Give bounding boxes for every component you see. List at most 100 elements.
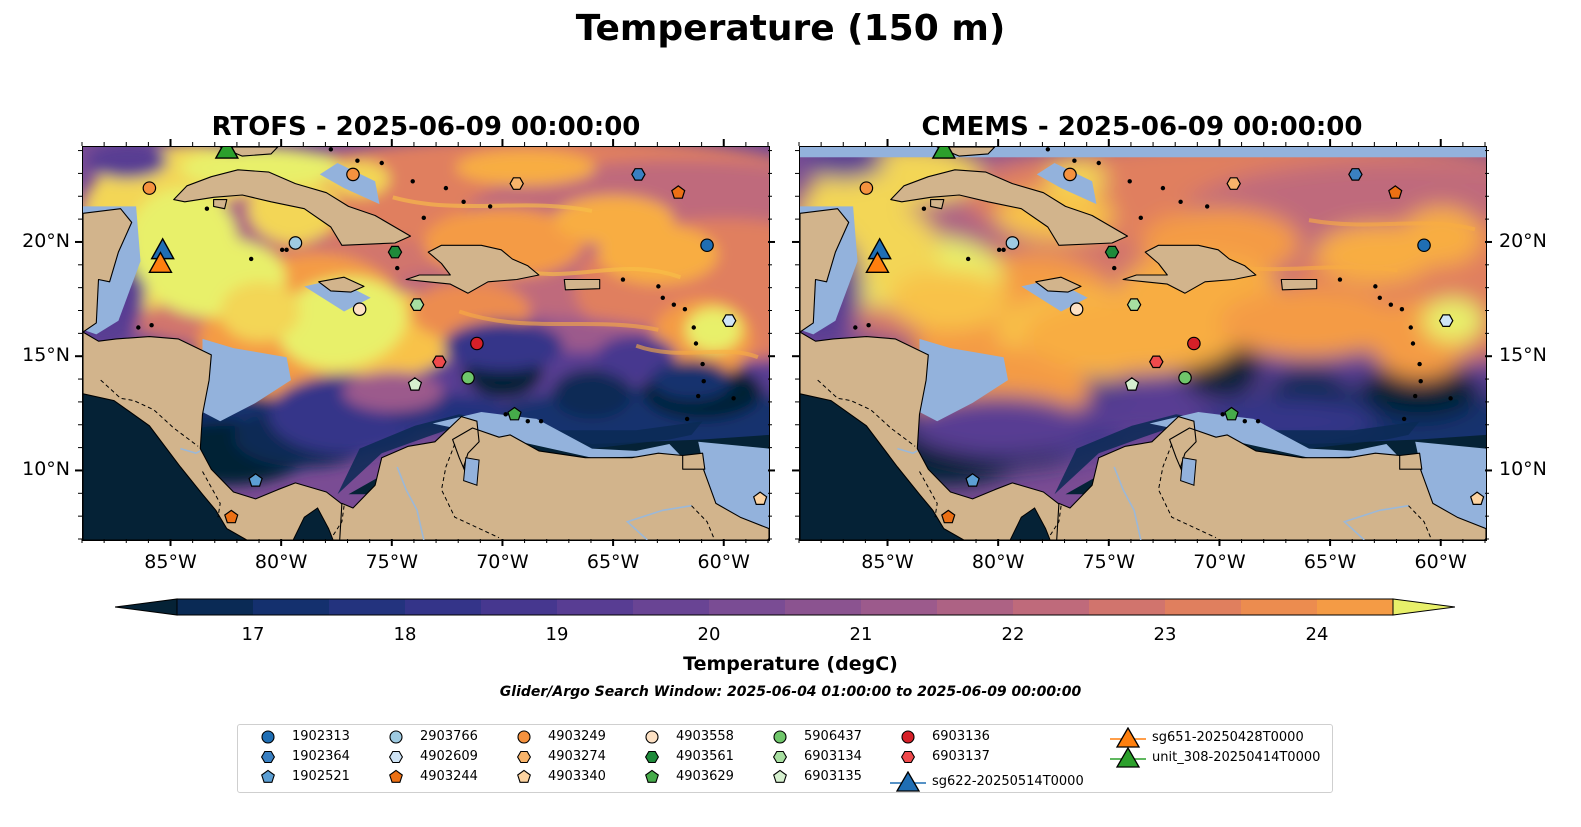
pentagon-marker-icon xyxy=(773,769,787,783)
legend-item-label: 1902521 xyxy=(292,769,350,784)
rtofs-panel-title: RTOFS - 2025-06-09 00:00:00 xyxy=(211,112,641,142)
cmems-map-canvas xyxy=(800,147,1486,540)
argo-float-4903240-marker xyxy=(671,185,686,199)
legend-item-label: 1902313 xyxy=(292,729,350,744)
pentagon-marker-icon xyxy=(261,769,275,783)
argo-float-4903558-marker xyxy=(352,302,367,317)
triangle-marker-icon xyxy=(1110,727,1146,748)
legend-item-label: 4902609 xyxy=(420,749,478,764)
argo-float-4903340-marker xyxy=(1469,491,1485,505)
argo-float-4903249-marker xyxy=(346,167,360,182)
argo-float-4903244-marker xyxy=(941,509,956,524)
cmems-map xyxy=(799,146,1487,541)
argo-float-4903240-marker xyxy=(1388,185,1403,199)
triangle-marker-icon xyxy=(890,771,926,792)
legend-item-label: sg651-20250428T0000 xyxy=(1152,730,1304,745)
lat-tick-label: 10°N xyxy=(22,458,70,481)
hexagon-marker-icon xyxy=(772,750,788,764)
argo-float-4903561-marker xyxy=(1104,245,1120,259)
figure-title: Temperature (150 m) xyxy=(575,8,1006,49)
argo-float-6903136-marker xyxy=(470,336,484,351)
colorbar-tick-label: 19 xyxy=(545,624,569,645)
colorbar-tick-label: 22 xyxy=(1001,624,1025,645)
argo-float-4903629-marker xyxy=(1224,406,1239,421)
legend-item-label: 1902364 xyxy=(292,749,350,764)
argo-float-2903766-marker xyxy=(1005,236,1020,250)
argo-float-6903136-marker xyxy=(1187,336,1201,351)
argo-float-1902521-marker xyxy=(965,473,980,487)
lon-tick-label: 70°W xyxy=(476,551,529,573)
glider-sg651-20250428T0000-marker xyxy=(865,251,890,274)
argo-float-5906437-marker xyxy=(1178,370,1192,385)
legend-item-label: 4903340 xyxy=(548,769,606,784)
legend: 1902313 1902364 1902521 2903766 4902609 49032… xyxy=(237,724,1333,793)
lat-tick-label: 10°N xyxy=(1499,458,1547,481)
legend-item-label: 6903136 xyxy=(932,729,990,744)
legend-item-label: 6903135 xyxy=(804,769,862,784)
legend-item-label: 4903558 xyxy=(676,729,734,744)
rtofs-map xyxy=(82,146,770,541)
colorbar-tick-label: 24 xyxy=(1305,624,1329,645)
argo-float-1902313-marker xyxy=(1417,238,1431,253)
circle-marker-icon xyxy=(901,730,915,744)
cmems-panel-title: CMEMS - 2025-06-09 00:00:00 xyxy=(921,112,1363,142)
hexagon-marker-icon xyxy=(900,750,916,764)
lon-tick-label: 65°W xyxy=(586,551,640,573)
argo-float-4903558-marker xyxy=(1069,302,1084,317)
lon-tick-label: 75°W xyxy=(365,551,419,573)
argo-float-4903255-marker xyxy=(142,181,157,195)
legend-item-label: 6903137 xyxy=(932,749,990,764)
argo-float-1902364-marker xyxy=(1348,168,1363,181)
argo-float-6903135-marker xyxy=(1124,377,1140,391)
hexagon-marker-icon xyxy=(388,750,404,764)
legend-item-label: 2903766 xyxy=(420,729,478,744)
hexagon-marker-icon xyxy=(644,750,660,764)
argo-float-5906437-marker xyxy=(461,370,475,385)
lon-tick-label: 70°W xyxy=(1193,551,1246,573)
argo-float-2903766-marker xyxy=(288,236,303,250)
glider-unit_308-20250414T0000-marker xyxy=(931,147,957,159)
argo-float-4903244-marker xyxy=(224,509,239,524)
legend-item-label: 4903274 xyxy=(548,749,606,764)
lon-tick-label: 60°W xyxy=(1414,551,1467,573)
legend-item-label: 6903134 xyxy=(804,749,862,764)
argo-float-6903137-marker xyxy=(432,355,447,369)
colorbar-label: Temperature (degC) xyxy=(683,653,898,675)
circle-marker-icon xyxy=(773,730,787,744)
circle-marker-icon xyxy=(645,730,659,744)
glider-sg651-20250428T0000-marker xyxy=(148,251,173,274)
rtofs-map-canvas xyxy=(83,147,769,540)
argo-float-4903340-marker xyxy=(752,491,768,505)
hexagon-marker-icon xyxy=(516,750,532,764)
argo-float-4903249-marker xyxy=(1063,167,1077,182)
argo-float-6903134-marker xyxy=(1126,298,1142,311)
lat-tick-label: 20°N xyxy=(1499,229,1547,252)
pentagon-marker-icon xyxy=(645,769,659,783)
argo-float-4902609-marker xyxy=(721,314,737,327)
legend-item-label: unit_308-20250414T0000 xyxy=(1152,750,1321,765)
hexagon-marker-icon xyxy=(260,750,276,764)
argo-float-4903274-marker xyxy=(509,177,524,190)
lat-tick-label: 20°N xyxy=(22,229,70,252)
lon-tick-label: 85°W xyxy=(144,551,197,573)
argo-float-4903561-marker xyxy=(387,245,403,259)
lon-tick-label: 60°W xyxy=(697,551,750,573)
search-window-caption: Glider/Argo Search Window: 2025-06-04 01… xyxy=(499,684,1082,700)
colorbar-tick-label: 17 xyxy=(241,624,265,645)
legend-item-label: 4903249 xyxy=(548,729,606,744)
circle-marker-icon xyxy=(389,730,403,744)
glider-unit_308-20250414T0000-marker xyxy=(214,147,240,159)
argo-float-6903137-marker xyxy=(1149,355,1164,369)
lon-tick-label: 65°W xyxy=(1303,551,1357,573)
colorbar-tick-label: 20 xyxy=(697,624,721,645)
circle-marker-icon xyxy=(517,730,531,744)
lon-tick-label: 85°W xyxy=(861,551,914,573)
triangle-marker-icon xyxy=(1110,747,1146,768)
legend-item-label: sg622-20250514T0000 xyxy=(932,774,1084,789)
axes-ticks xyxy=(75,139,1492,546)
legend-item-label: 5906437 xyxy=(804,729,862,744)
colorbar xyxy=(115,598,1455,616)
colorbar-tick-label: 18 xyxy=(393,624,417,645)
argo-float-4903274-marker xyxy=(1226,177,1241,190)
lon-tick-label: 80°W xyxy=(971,551,1025,573)
